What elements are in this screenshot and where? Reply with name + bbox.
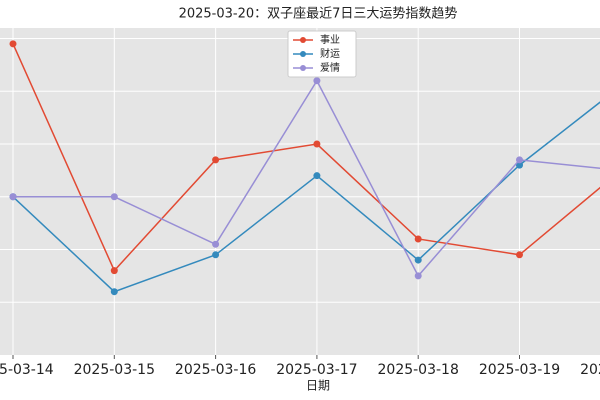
legend-marker [300, 37, 306, 43]
data-point [313, 77, 321, 85]
data-point [212, 156, 220, 164]
data-point [516, 161, 523, 169]
data-point [313, 140, 321, 148]
x-tick-label: 2025-03-19 [479, 362, 560, 378]
data-point [414, 256, 422, 264]
x-axis-label: 日期 [306, 379, 330, 393]
legend-box [287, 30, 357, 78]
x-tick-label: 2025-03-14 [0, 362, 54, 378]
plot-area [0, 28, 600, 355]
x-tick-label: 2025-03-20 [580, 362, 600, 378]
legend-marker [300, 51, 306, 57]
data-point [212, 251, 220, 259]
data-point [110, 267, 118, 275]
legend-marker [300, 65, 306, 71]
legend-label: 事业 [320, 33, 340, 46]
x-tick-label: 2025-03-18 [378, 362, 459, 378]
data-point [110, 288, 118, 296]
legend-label: 财运 [320, 47, 340, 60]
chart-title: 2025-03-20：双子座最近7日三大运势指数趋势 [179, 6, 458, 22]
data-point [313, 172, 321, 180]
x-tick-label: 2025-03-15 [74, 362, 155, 378]
data-point [110, 193, 118, 201]
data-point [516, 156, 523, 164]
data-point [9, 40, 17, 48]
x-tick-label: 2025-03-17 [276, 362, 357, 378]
data-point [516, 251, 523, 259]
data-point [212, 240, 220, 248]
data-point [414, 272, 422, 280]
data-point [414, 235, 422, 243]
x-tick-label: 2025-03-16 [175, 362, 256, 378]
legend-label: 爱情 [320, 61, 340, 74]
data-point [9, 193, 17, 201]
